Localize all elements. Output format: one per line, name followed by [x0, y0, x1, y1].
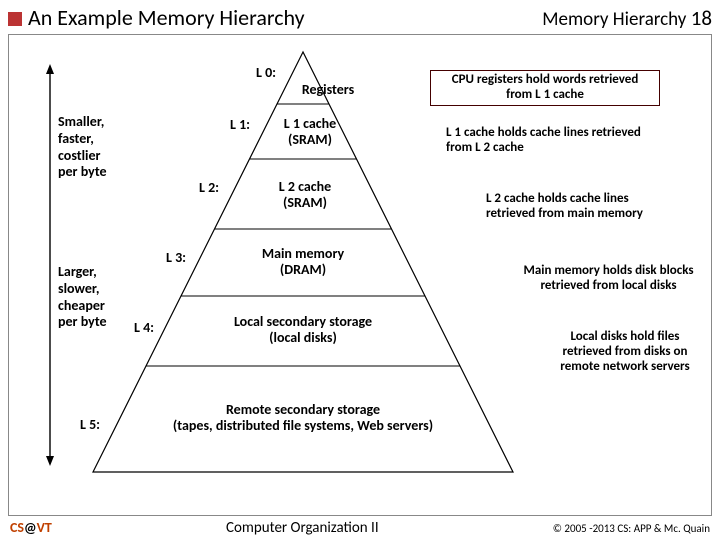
level-l5: L 5:: [80, 416, 100, 433]
annotation-0: CPU registers hold words retrievedfrom L…: [430, 70, 660, 106]
footer-vt: VT: [37, 519, 52, 536]
tier-3-text: Main memory(DRAM): [262, 245, 344, 278]
annotation-1: L 1 cache holds cache lines retrievedfro…: [446, 126, 696, 156]
footer-left: CS@VT: [10, 519, 52, 536]
tier-1-text: L 1 cache(SRAM): [284, 115, 336, 148]
side-lower: Larger,slower,cheaperper byte: [58, 264, 107, 331]
tier-1: L 1 cache(SRAM): [260, 116, 360, 148]
tier-4: Local secondary storage(local disks): [193, 314, 413, 346]
tier-2-text: L 2 cache(SRAM): [279, 178, 331, 211]
title-right: Memory Hierarchy 18: [542, 5, 712, 31]
footer-center: Computer Organization II: [226, 519, 379, 537]
tier-2: L 2 cache(SRAM): [245, 179, 365, 211]
level-l0: L 0:: [256, 64, 276, 81]
bullet-icon: [8, 12, 22, 26]
tier-5-text: Remote secondary storage(tapes, distribu…: [173, 401, 433, 434]
title-left: An Example Memory Hierarchy: [8, 4, 305, 31]
footer-cs: CS: [10, 519, 24, 536]
annotation-2: L 2 cache holds cache linesretrieved fro…: [486, 192, 706, 222]
tier-3: Main memory(DRAM): [218, 246, 388, 278]
footer-right: © 2005 -2013 CS: APP & Mc. Quain: [553, 522, 710, 535]
level-l2: L 2:: [199, 179, 219, 196]
footer: CS@VT Computer Organization II © 2005 -2…: [0, 519, 720, 537]
annotation-4: Local disks hold filesretrieved from dis…: [540, 330, 710, 375]
level-l3: L 3:: [166, 249, 186, 266]
level-l1: L 1:: [230, 116, 250, 133]
annotation-3: Main memory holds disk blocksretrieved f…: [506, 264, 711, 294]
tier-0-text: Registers: [302, 81, 354, 98]
tier-5: Remote secondary storage(tapes, distribu…: [138, 402, 468, 434]
side-upper: Smaller,faster,costlierper byte: [58, 114, 107, 181]
tier-4-text: Local secondary storage(local disks): [234, 313, 372, 346]
footer-at: @: [24, 519, 37, 536]
title-left-text: An Example Memory Hierarchy: [28, 4, 305, 31]
content-area: L 0: L 1: L 2: L 3: L 4: L 5: Registers …: [8, 34, 712, 516]
level-l4: L 4:: [134, 319, 154, 336]
header: An Example Memory Hierarchy Memory Hiera…: [0, 4, 720, 31]
tier-0: Registers: [288, 82, 368, 98]
title-right-text: Memory Hierarchy: [542, 8, 686, 31]
vertical-arrow: [46, 64, 54, 466]
page-number: 18: [691, 5, 712, 31]
